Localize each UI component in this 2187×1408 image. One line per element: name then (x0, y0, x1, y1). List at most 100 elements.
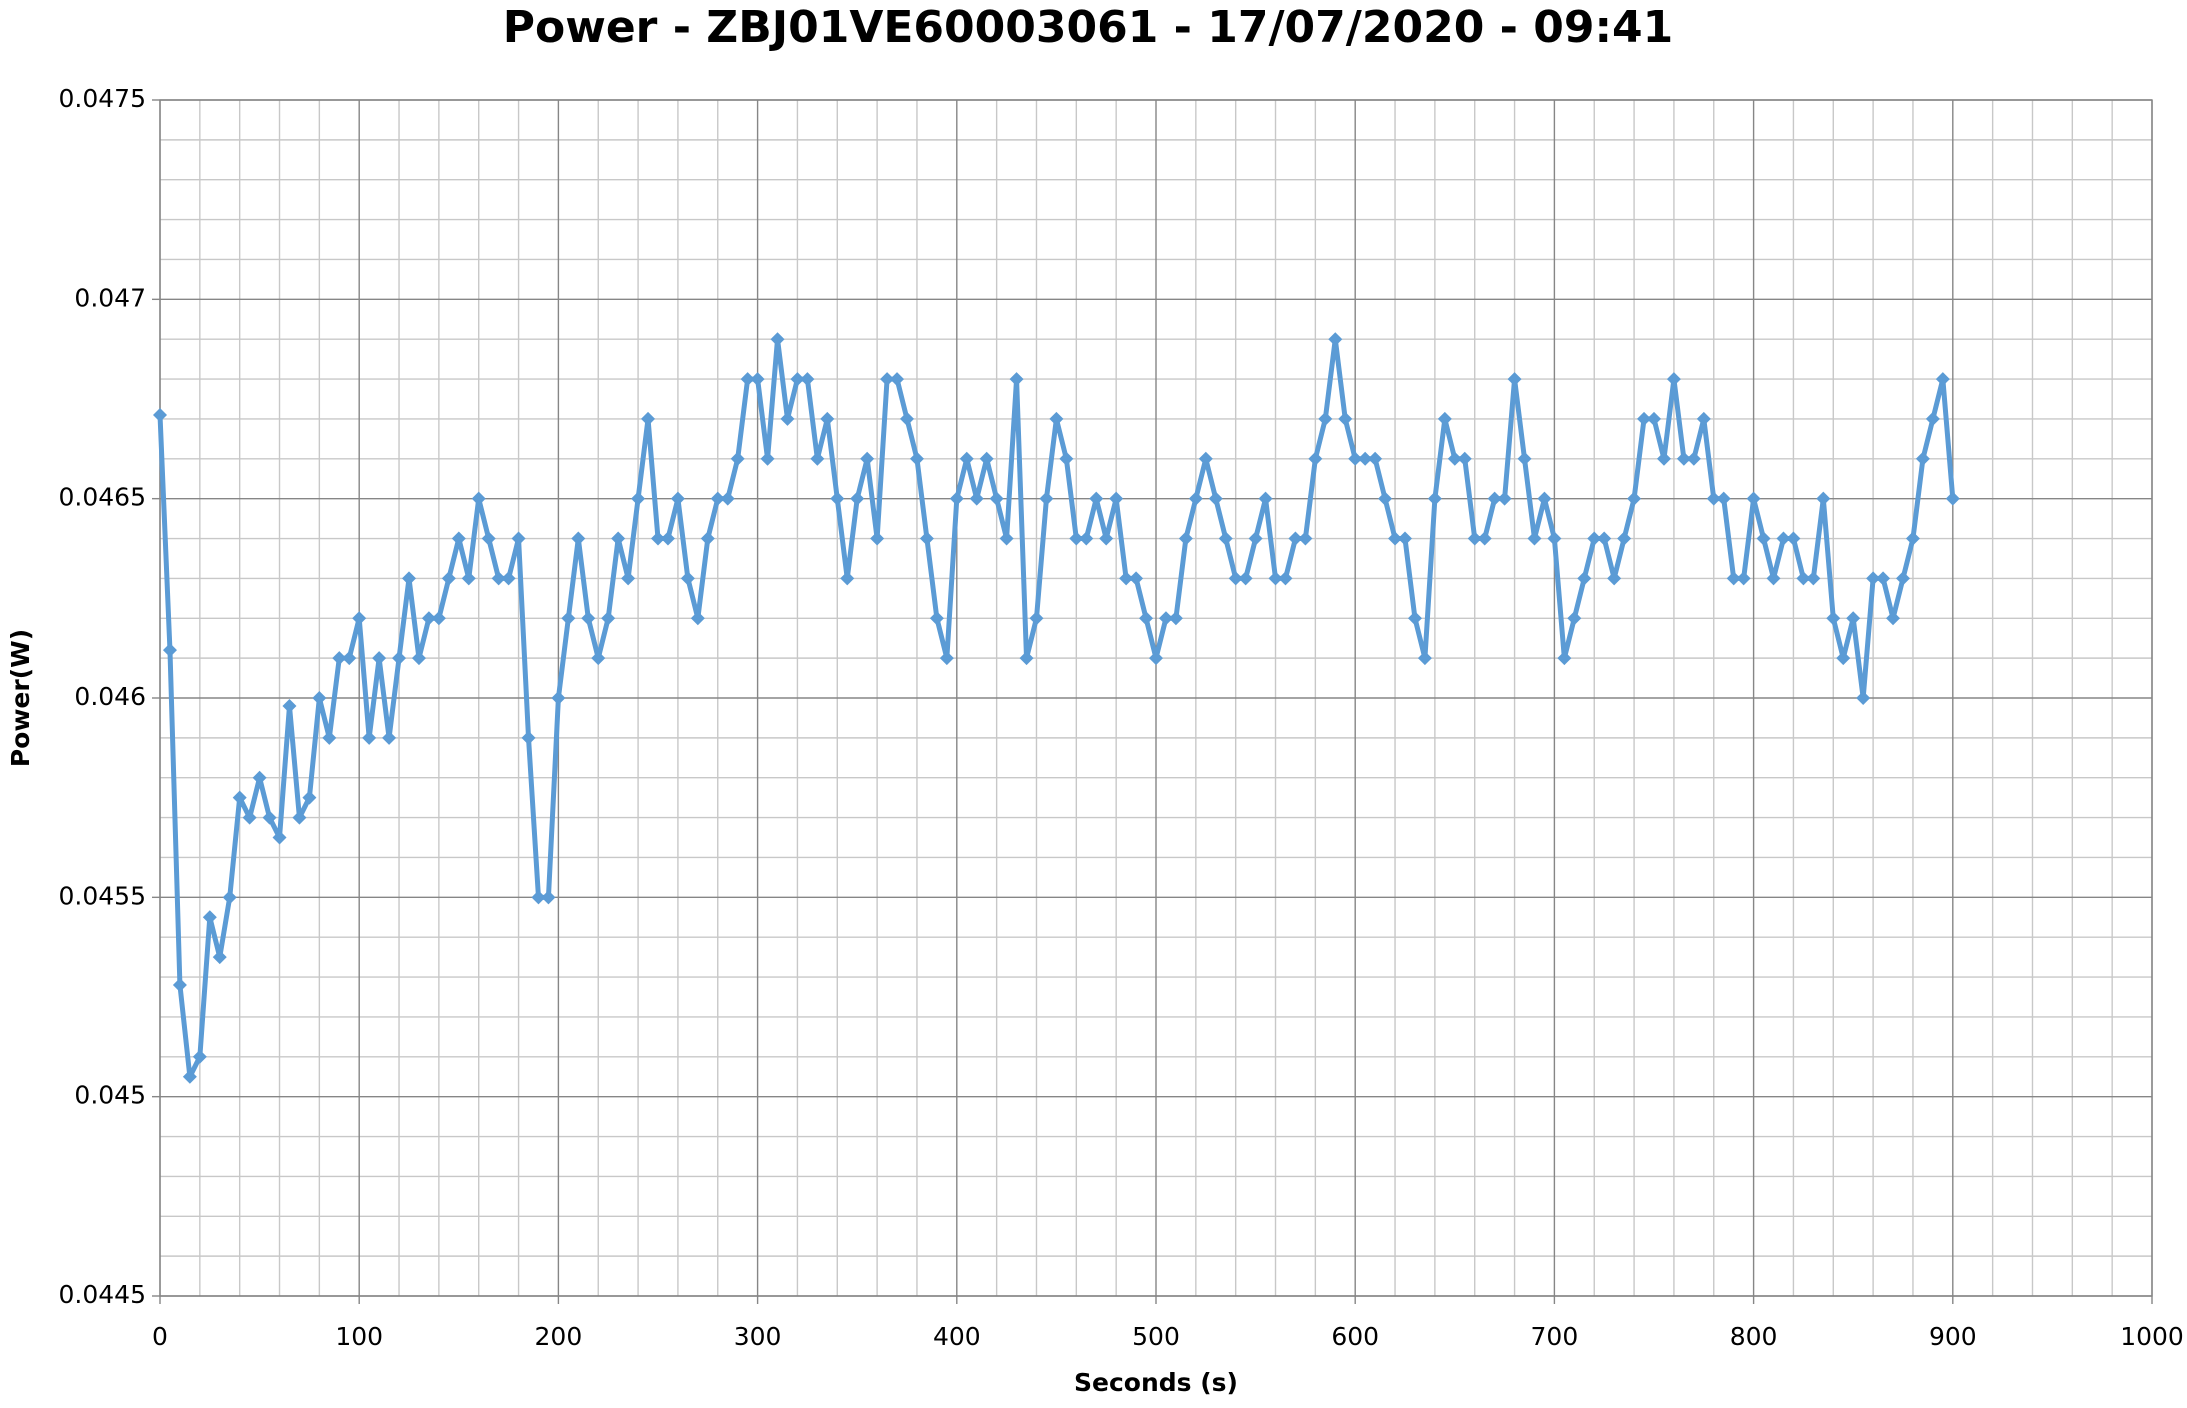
data-marker (1109, 491, 1124, 506)
data-marker (1069, 531, 1084, 546)
data-marker (1676, 451, 1691, 466)
data-marker (1686, 451, 1701, 466)
data-marker (890, 372, 905, 387)
data-marker (1726, 571, 1741, 586)
data-marker (1597, 531, 1612, 546)
data-marker (1627, 491, 1642, 506)
data-marker (1467, 531, 1482, 546)
data-marker (182, 1069, 197, 1084)
data-marker (611, 531, 626, 546)
data-marker (1388, 531, 1403, 546)
data-marker (461, 571, 476, 586)
data-marker (501, 571, 516, 586)
data-marker (1666, 372, 1681, 387)
data-marker (1268, 571, 1283, 586)
data-marker (1348, 451, 1363, 466)
data-marker (660, 531, 675, 546)
data-marker (700, 531, 715, 546)
data-marker (1288, 531, 1303, 546)
data-marker (162, 643, 177, 658)
data-marker (601, 611, 616, 626)
data-marker (262, 810, 277, 825)
data-marker (411, 651, 426, 666)
data-marker (959, 451, 974, 466)
data-marker (860, 451, 875, 466)
data-marker (202, 910, 217, 925)
data-marker (1178, 531, 1193, 546)
data-marker (989, 491, 1004, 506)
x-tick-label: 1000 (2120, 1322, 2184, 1351)
data-marker (730, 451, 745, 466)
data-marker (1218, 531, 1233, 546)
data-marker (541, 890, 556, 905)
data-marker (1587, 531, 1602, 546)
data-marker (909, 451, 924, 466)
data-marker (979, 451, 994, 466)
data-marker (1656, 451, 1671, 466)
x-tick-label: 100 (335, 1322, 383, 1351)
data-marker (631, 491, 646, 506)
data-marker (810, 451, 825, 466)
y-tick-label: 0.0445 (59, 1280, 146, 1309)
x-tick-label: 600 (1331, 1322, 1379, 1351)
data-marker (1517, 451, 1532, 466)
data-line (157, 336, 1956, 1080)
data-marker (1905, 531, 1920, 546)
data-marker (1258, 491, 1273, 506)
y-tick-label: 0.0455 (59, 881, 146, 910)
data-marker (949, 491, 964, 506)
data-marker (621, 571, 636, 586)
data-marker (491, 571, 506, 586)
data-marker (402, 571, 416, 586)
data-marker (1278, 571, 1293, 586)
data-marker (1378, 491, 1393, 506)
data-marker (172, 978, 187, 993)
data-marker (451, 531, 466, 546)
data-marker (1507, 372, 1522, 387)
data-marker (1786, 531, 1801, 546)
data-marker (1248, 531, 1263, 546)
data-marker (1557, 651, 1572, 666)
data-marker (929, 611, 944, 626)
y-tick-label: 0.045 (74, 1081, 146, 1110)
data-marker (651, 531, 665, 546)
data-marker (1149, 651, 1163, 666)
data-marker (1776, 531, 1791, 546)
data-marker (551, 691, 566, 705)
data-marker (780, 411, 795, 426)
data-marker (1139, 611, 1154, 626)
data-marker (1537, 491, 1552, 506)
data-marker (1836, 651, 1851, 666)
data-marker (680, 571, 695, 586)
data-marker (969, 491, 984, 506)
x-axis-title: Seconds (s) (1074, 1368, 1238, 1397)
data-marker (382, 730, 397, 745)
data-marker (670, 491, 685, 506)
data-marker (1766, 571, 1781, 586)
data-marker (531, 890, 546, 905)
data-marker (1647, 411, 1661, 426)
data-marker (1816, 491, 1831, 506)
data-marker (840, 571, 855, 586)
data-marker (1358, 451, 1373, 466)
data-marker (431, 611, 446, 626)
data-marker (999, 531, 1014, 546)
data-marker (800, 372, 815, 387)
data-marker (1298, 531, 1313, 546)
data-marker (481, 531, 496, 546)
data-marker (1029, 611, 1044, 626)
data-marker (591, 651, 606, 666)
x-tick-label: 300 (734, 1322, 782, 1351)
data-marker (1925, 411, 1940, 426)
data-marker (1009, 372, 1024, 387)
data-marker (919, 531, 934, 546)
data-marker (1158, 611, 1173, 626)
data-marker (1437, 411, 1452, 426)
data-marker (1019, 651, 1034, 666)
data-marker (720, 491, 735, 506)
data-marker (1866, 571, 1881, 586)
data-marker (242, 810, 257, 825)
data-marker (212, 950, 227, 965)
data-marker (1796, 571, 1811, 586)
data-marker (1896, 571, 1910, 586)
